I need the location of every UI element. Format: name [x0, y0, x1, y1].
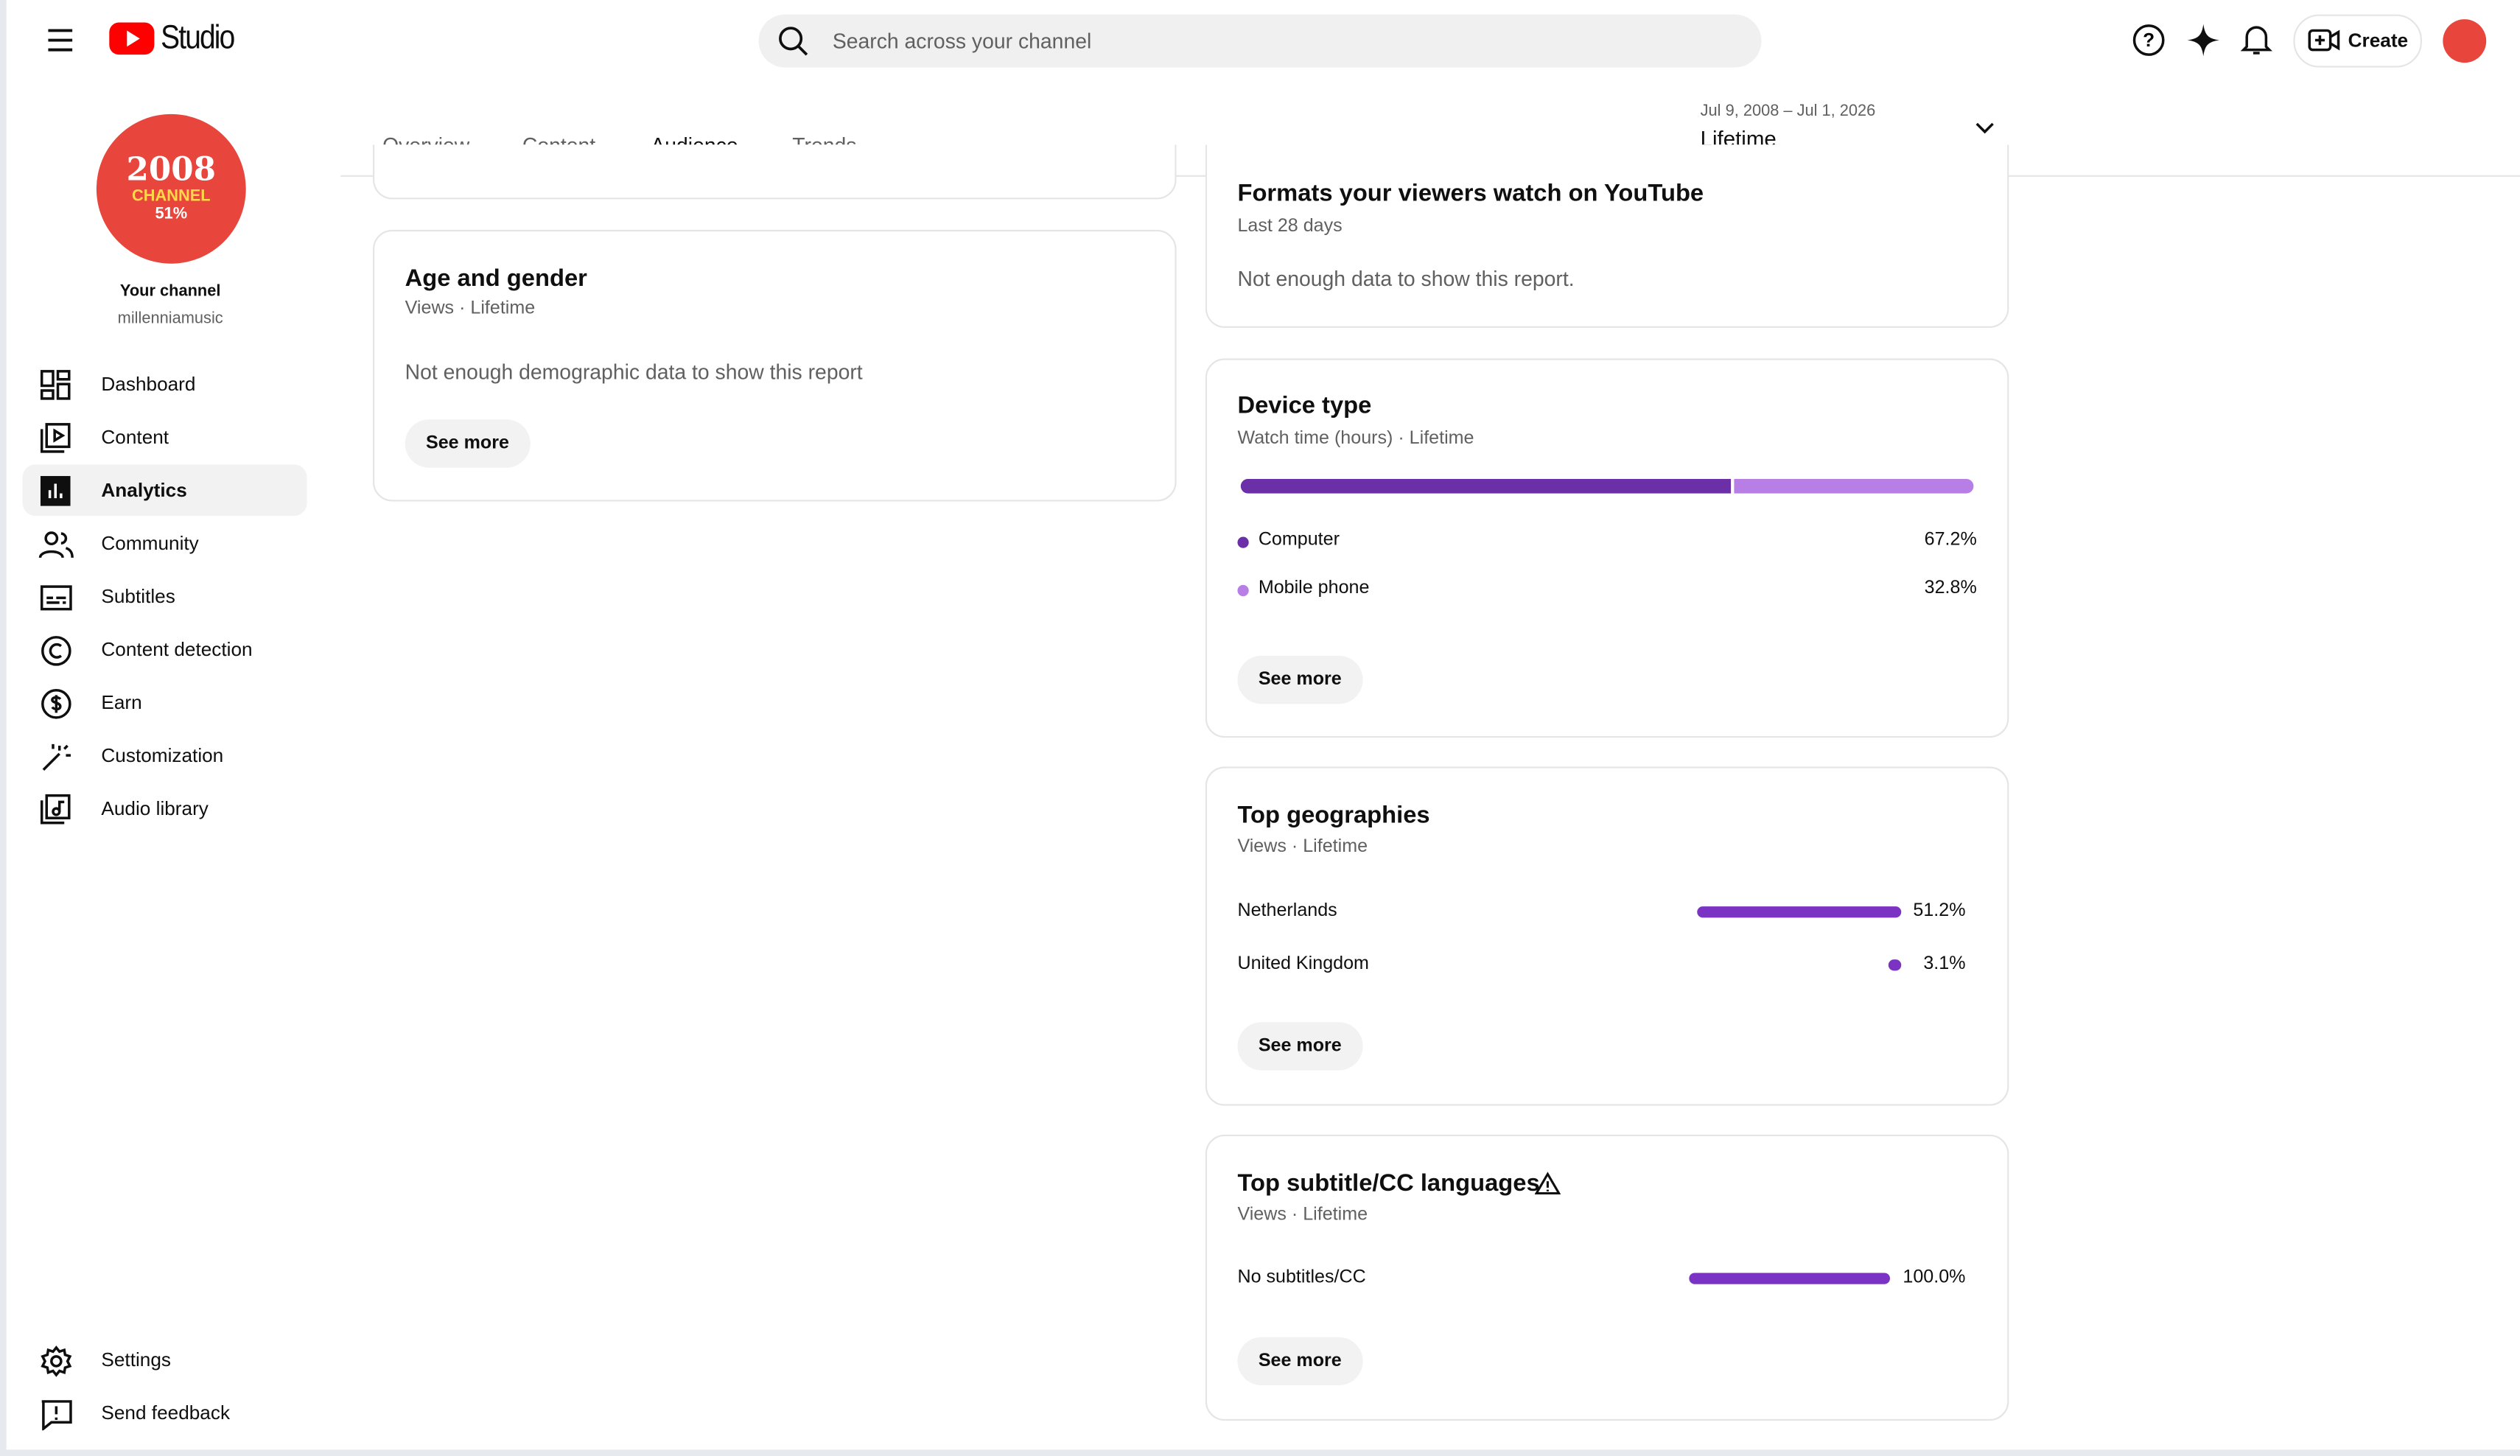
- nav-item[interactable]: Analytics: [22, 464, 307, 517]
- nav-label: Analytics: [101, 478, 187, 502]
- create-icon: [2308, 29, 2340, 52]
- nav-label: Subtitles: [101, 584, 175, 608]
- card-title: Age and gender: [405, 265, 587, 293]
- nav-icon: [41, 1345, 72, 1377]
- nav-item[interactable]: Community: [23, 517, 307, 569]
- channel-handle: millenniamusic: [117, 309, 223, 328]
- row-value: 100.0%: [1903, 1267, 1966, 1288]
- nav-item[interactable]: Customization: [23, 729, 307, 781]
- nav-icon: [40, 794, 71, 825]
- account-avatar[interactable]: [2443, 19, 2487, 63]
- device-label: Mobile phone: [1258, 578, 1370, 598]
- avatar-text: 2008: [126, 149, 216, 189]
- card-subtitle: Views · Lifetime: [405, 298, 536, 318]
- date-range: Jul 9, 2008 – Jul 1, 2026: [1700, 102, 1876, 121]
- nav-icon: [38, 531, 74, 559]
- device-segment: [1240, 478, 1732, 494]
- card-subtitle: Last 28 days: [1237, 217, 1343, 237]
- nav-item[interactable]: Subtitles: [23, 570, 307, 622]
- geo-card: Top geographies Views · Lifetime Netherl…: [1205, 766, 2009, 1106]
- device-card: Device type Watch time (hours) · Lifetim…: [1205, 358, 2009, 738]
- sparkle-icon[interactable]: [2185, 23, 2221, 58]
- device-value: 32.8%: [1924, 578, 1977, 598]
- dropdown-icon[interactable]: [1973, 119, 1996, 138]
- nav-icon: [40, 423, 71, 453]
- row-label: Netherlands: [1237, 901, 1337, 921]
- svg-text:?: ?: [2143, 29, 2155, 51]
- card-partial: [373, 144, 1177, 200]
- nav-label: Customization: [101, 743, 224, 767]
- nav-item[interactable]: Content detection: [23, 623, 307, 675]
- legend-dot: [1237, 536, 1249, 548]
- device-bar: [1240, 478, 1974, 494]
- row-value: 3.1%: [1923, 954, 1966, 974]
- see-more-button[interactable]: See more: [405, 419, 531, 468]
- nav-label: Dashboard: [101, 373, 196, 396]
- nav-label: Send feedback: [101, 1401, 231, 1424]
- nav-icon: [40, 370, 71, 400]
- nav-icon: [41, 636, 71, 666]
- card-subtitle: Views · Lifetime: [1237, 1205, 1368, 1225]
- bar: [1697, 906, 1902, 918]
- nav-icon: [40, 585, 72, 611]
- nav-icon: [41, 689, 71, 719]
- formats-card: Formats your viewers watch on YouTube La…: [1205, 144, 2009, 328]
- card-title: Top subtitle/CC languages: [1237, 1169, 1540, 1197]
- see-more-button[interactable]: See more: [1237, 1022, 1363, 1071]
- nav-icon: [40, 476, 71, 506]
- device-segment: [1734, 478, 1974, 494]
- logo-icon[interactable]: [106, 19, 158, 57]
- card-title: Top geographies: [1237, 802, 1430, 830]
- bar: [1889, 959, 1902, 971]
- see-more-button[interactable]: See more: [1237, 1337, 1363, 1386]
- warning-icon[interactable]: [1534, 1172, 1561, 1196]
- card-message: Not enough demographic data to show this…: [405, 360, 863, 385]
- card-title: Device type: [1237, 392, 1372, 420]
- nav-item[interactable]: Dashboard: [23, 358, 307, 410]
- card-title: Formats your viewers watch on YouTube: [1237, 180, 1704, 208]
- nav-label: Earn: [101, 690, 142, 714]
- row-label: No subtitles/CC: [1237, 1267, 1366, 1288]
- search-placeholder: Search across your channel: [832, 29, 1092, 53]
- search-box[interactable]: Search across your channel: [758, 14, 1762, 68]
- legend-dot: [1237, 584, 1249, 597]
- nav-icon: [42, 743, 71, 771]
- nav-icon: [41, 1400, 72, 1431]
- card-message: Not enough data to show this report.: [1237, 267, 1575, 291]
- create-button[interactable]: Create: [2293, 14, 2422, 68]
- avatar-text: 51%: [155, 206, 188, 224]
- nav-label: Audio library: [101, 797, 209, 820]
- card-subtitle: Watch time (hours) · Lifetime: [1237, 429, 1474, 449]
- device-label: Computer: [1258, 530, 1340, 550]
- search-icon: [779, 27, 808, 56]
- avatar-text: CHANNEL: [131, 188, 211, 206]
- nav-item[interactable]: Send feedback: [23, 1387, 307, 1438]
- bell-icon[interactable]: [2239, 21, 2274, 59]
- nav-label: Content detection: [101, 637, 253, 661]
- subtitles-card: Top subtitle/CC languages Views · Lifeti…: [1205, 1134, 2009, 1421]
- nav-label: Content: [101, 425, 169, 449]
- row-value: 51.2%: [1913, 901, 1966, 921]
- nav-label: Settings: [101, 1348, 171, 1371]
- menu-icon[interactable]: [45, 26, 77, 55]
- logo-text: Studio: [161, 19, 235, 57]
- channel-avatar[interactable]: 2008 CHANNEL 51%: [96, 113, 246, 264]
- age-gender-card: Age and gender Views · Lifetime Not enou…: [373, 229, 1177, 502]
- row-label: United Kingdom: [1237, 954, 1369, 974]
- card-subtitle: Views · Lifetime: [1237, 837, 1368, 857]
- channel-label: Your channel: [119, 282, 221, 301]
- nav-item[interactable]: Earn: [23, 676, 307, 728]
- device-value: 67.2%: [1924, 530, 1977, 550]
- create-label: Create: [2348, 29, 2409, 52]
- nav-item[interactable]: Audio library: [23, 783, 307, 834]
- nav-label: Community: [101, 531, 199, 555]
- nav-item[interactable]: Settings: [23, 1334, 307, 1385]
- see-more-button[interactable]: See more: [1237, 655, 1363, 704]
- help-icon[interactable]: ?: [2131, 23, 2166, 58]
- nav-item[interactable]: Content: [23, 411, 307, 463]
- bar: [1689, 1273, 1890, 1284]
